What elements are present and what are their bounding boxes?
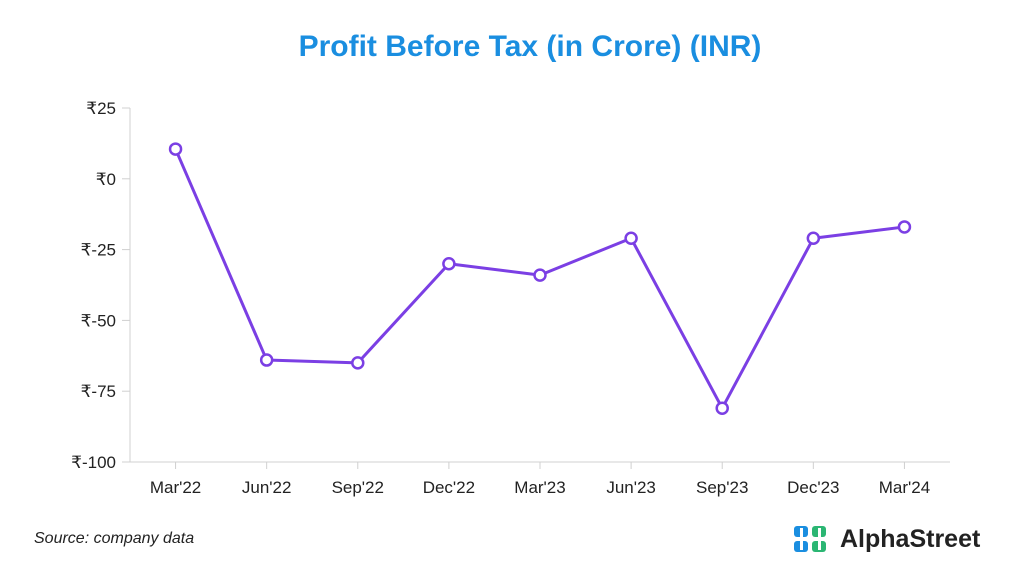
data-point <box>442 257 456 271</box>
x-tick-label: Jun'22 <box>242 478 292 497</box>
y-tick-label: ₹-100 <box>71 453 116 472</box>
data-point <box>624 231 638 246</box>
y-tick-label: ₹25 <box>86 99 116 118</box>
data-point <box>351 356 365 370</box>
x-tick-label: Sep'23 <box>696 478 748 497</box>
y-tick-label: ₹-25 <box>81 241 116 260</box>
x-tick-label: Jun'23 <box>606 478 656 497</box>
x-tick-label: Sep'22 <box>332 478 384 497</box>
data-point <box>806 231 821 246</box>
x-tick-label: Mar'24 <box>879 478 930 497</box>
x-tick-label: Mar'23 <box>514 478 565 497</box>
brand-logo: AlphaStreet <box>792 524 980 554</box>
x-tick-label: Mar'22 <box>150 478 201 497</box>
data-point <box>715 401 729 415</box>
chart-title: Profit Before Tax (in Crore) (INR) <box>298 30 762 63</box>
data-point <box>259 353 274 367</box>
brand-name: AlphaStreet <box>840 524 981 553</box>
data-point <box>897 220 912 234</box>
source-note: Source: company data <box>34 530 195 547</box>
y-tick-label: ₹-50 <box>81 311 116 330</box>
x-tick-label: Dec'23 <box>787 478 839 497</box>
alphastreet-logo-icon <box>794 526 826 552</box>
data-point <box>533 268 547 282</box>
y-tick-label: ₹-75 <box>81 382 116 401</box>
data-point <box>168 142 183 156</box>
x-tick-label: Dec'22 <box>423 478 475 497</box>
y-tick-label: ₹0 <box>96 170 116 189</box>
